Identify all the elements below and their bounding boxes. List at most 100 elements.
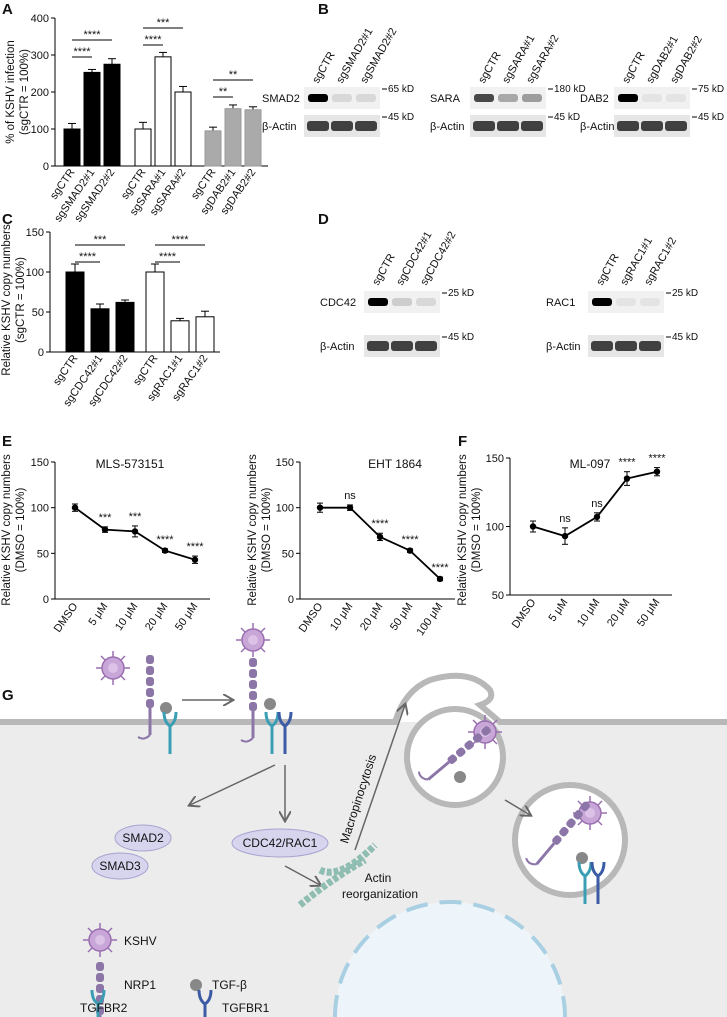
blot-membrane [304, 87, 380, 109]
x-tick-label: 20 μM [358, 601, 385, 633]
band [331, 121, 353, 131]
legend-label: TGFBR2 [80, 1001, 128, 1015]
y-tick-label: 100 [276, 503, 294, 515]
bar [195, 316, 215, 353]
tgfb-icon [576, 852, 588, 864]
panel-label: C [2, 211, 13, 228]
y-tick-label: 150 [31, 457, 49, 469]
annotation: **** [431, 562, 449, 574]
marker-label: 25 kD [672, 288, 698, 299]
y-tick-label: 200 [31, 87, 49, 99]
y-axis-label: (sgCTR = 100%) [19, 49, 31, 135]
annotation: **** [648, 453, 666, 465]
annotation: **** [186, 541, 204, 553]
bar [224, 108, 242, 167]
annotation: **** [401, 534, 419, 546]
chart-title: MLS-573151 [96, 457, 165, 471]
legend-label: KSHV [124, 934, 157, 948]
x-tick-label: 50 μM [635, 597, 662, 629]
smad3-ellipse [91, 852, 149, 880]
y-tick-label: 50 [282, 548, 294, 560]
bar [154, 56, 172, 167]
band [498, 94, 518, 102]
protein-label: DAB2 [580, 93, 609, 105]
significance-label: **** [79, 251, 97, 263]
legend-tgfb-icon [190, 979, 202, 991]
point [346, 504, 354, 511]
blot-membrane [470, 87, 546, 109]
marker-label: 75 kD [698, 84, 724, 95]
significance-label: *** [94, 234, 108, 246]
x-tick-label: DMSO [52, 600, 81, 634]
point [131, 528, 139, 535]
tgfb-icon [264, 698, 276, 710]
y-tick-label: 400 [31, 13, 49, 25]
label: SMAD3 [99, 859, 141, 873]
y-axis-label: (DMSO = 100%) [261, 487, 273, 572]
bar [145, 271, 165, 353]
band [641, 121, 663, 131]
band [642, 94, 662, 102]
panel-label: F [458, 433, 467, 450]
y-tick-label: 50 [32, 307, 44, 319]
kshv-icon [235, 622, 271, 658]
marker-label: 25 kD [448, 288, 474, 299]
annotation: **** [156, 534, 174, 546]
x-tick-label: 50 μM [173, 601, 200, 633]
y-tick-label: 100 [26, 267, 44, 279]
point [529, 523, 537, 530]
bar [115, 301, 135, 353]
legend-kshv-icon [82, 922, 118, 958]
band [616, 298, 636, 306]
protein-label: β-Actin [262, 121, 296, 133]
bar [244, 109, 262, 167]
y-tick-label: 150 [276, 457, 294, 469]
band [416, 298, 436, 306]
blot-membrane [588, 291, 664, 313]
y-tick-label: 0 [288, 594, 294, 606]
panel-label: E [2, 433, 12, 450]
bar [134, 128, 152, 167]
significance-label: **** [73, 46, 91, 58]
point [653, 468, 661, 475]
tgfb-icon [160, 702, 172, 714]
x-tick-label: 5 μM [546, 597, 570, 624]
label: CDC42/RAC1 [243, 836, 318, 850]
y-axis-label: (DMSO = 100%) [471, 487, 483, 572]
point [191, 556, 199, 563]
legend-label: TGFBR1 [222, 1001, 270, 1015]
significance-label: *** [157, 17, 171, 29]
x-tick-label: DMSO [297, 600, 326, 634]
label: SMAD2 [122, 831, 164, 845]
y-tick-label: 100 [486, 522, 504, 534]
significance-label: **** [83, 29, 101, 41]
point [561, 532, 569, 540]
bar [65, 271, 85, 353]
y-tick-label: 0 [43, 594, 49, 606]
x-tick-label: DMSO [510, 596, 539, 630]
protein-label: SARA [430, 93, 461, 105]
x-tick-label: 10 μM [575, 597, 602, 629]
bar [90, 308, 110, 353]
vesicle [512, 782, 628, 898]
band [391, 341, 413, 351]
y-tick-label: 100 [31, 503, 49, 515]
y-tick-label: 50 [37, 548, 49, 560]
annotation: *** [99, 512, 113, 524]
kshv-icon [95, 650, 131, 686]
y-tick-label: 150 [486, 453, 504, 465]
arrows [182, 700, 530, 885]
chart-title: ML-097 [570, 457, 611, 471]
significance-label: ** [219, 86, 228, 98]
band [308, 94, 328, 102]
x-tick-label: 20 μM [605, 597, 632, 629]
y-axis-label: (sgCTR = 100%) [15, 257, 27, 343]
x-tick-label: 50 μM [388, 601, 415, 633]
legend-label: TGF-β [212, 978, 247, 992]
bar [204, 130, 222, 167]
y-tick-label: 0 [43, 161, 49, 173]
band [591, 341, 613, 351]
label: Actin [365, 871, 392, 885]
y-axis-label: (DMSO = 100%) [15, 487, 27, 572]
